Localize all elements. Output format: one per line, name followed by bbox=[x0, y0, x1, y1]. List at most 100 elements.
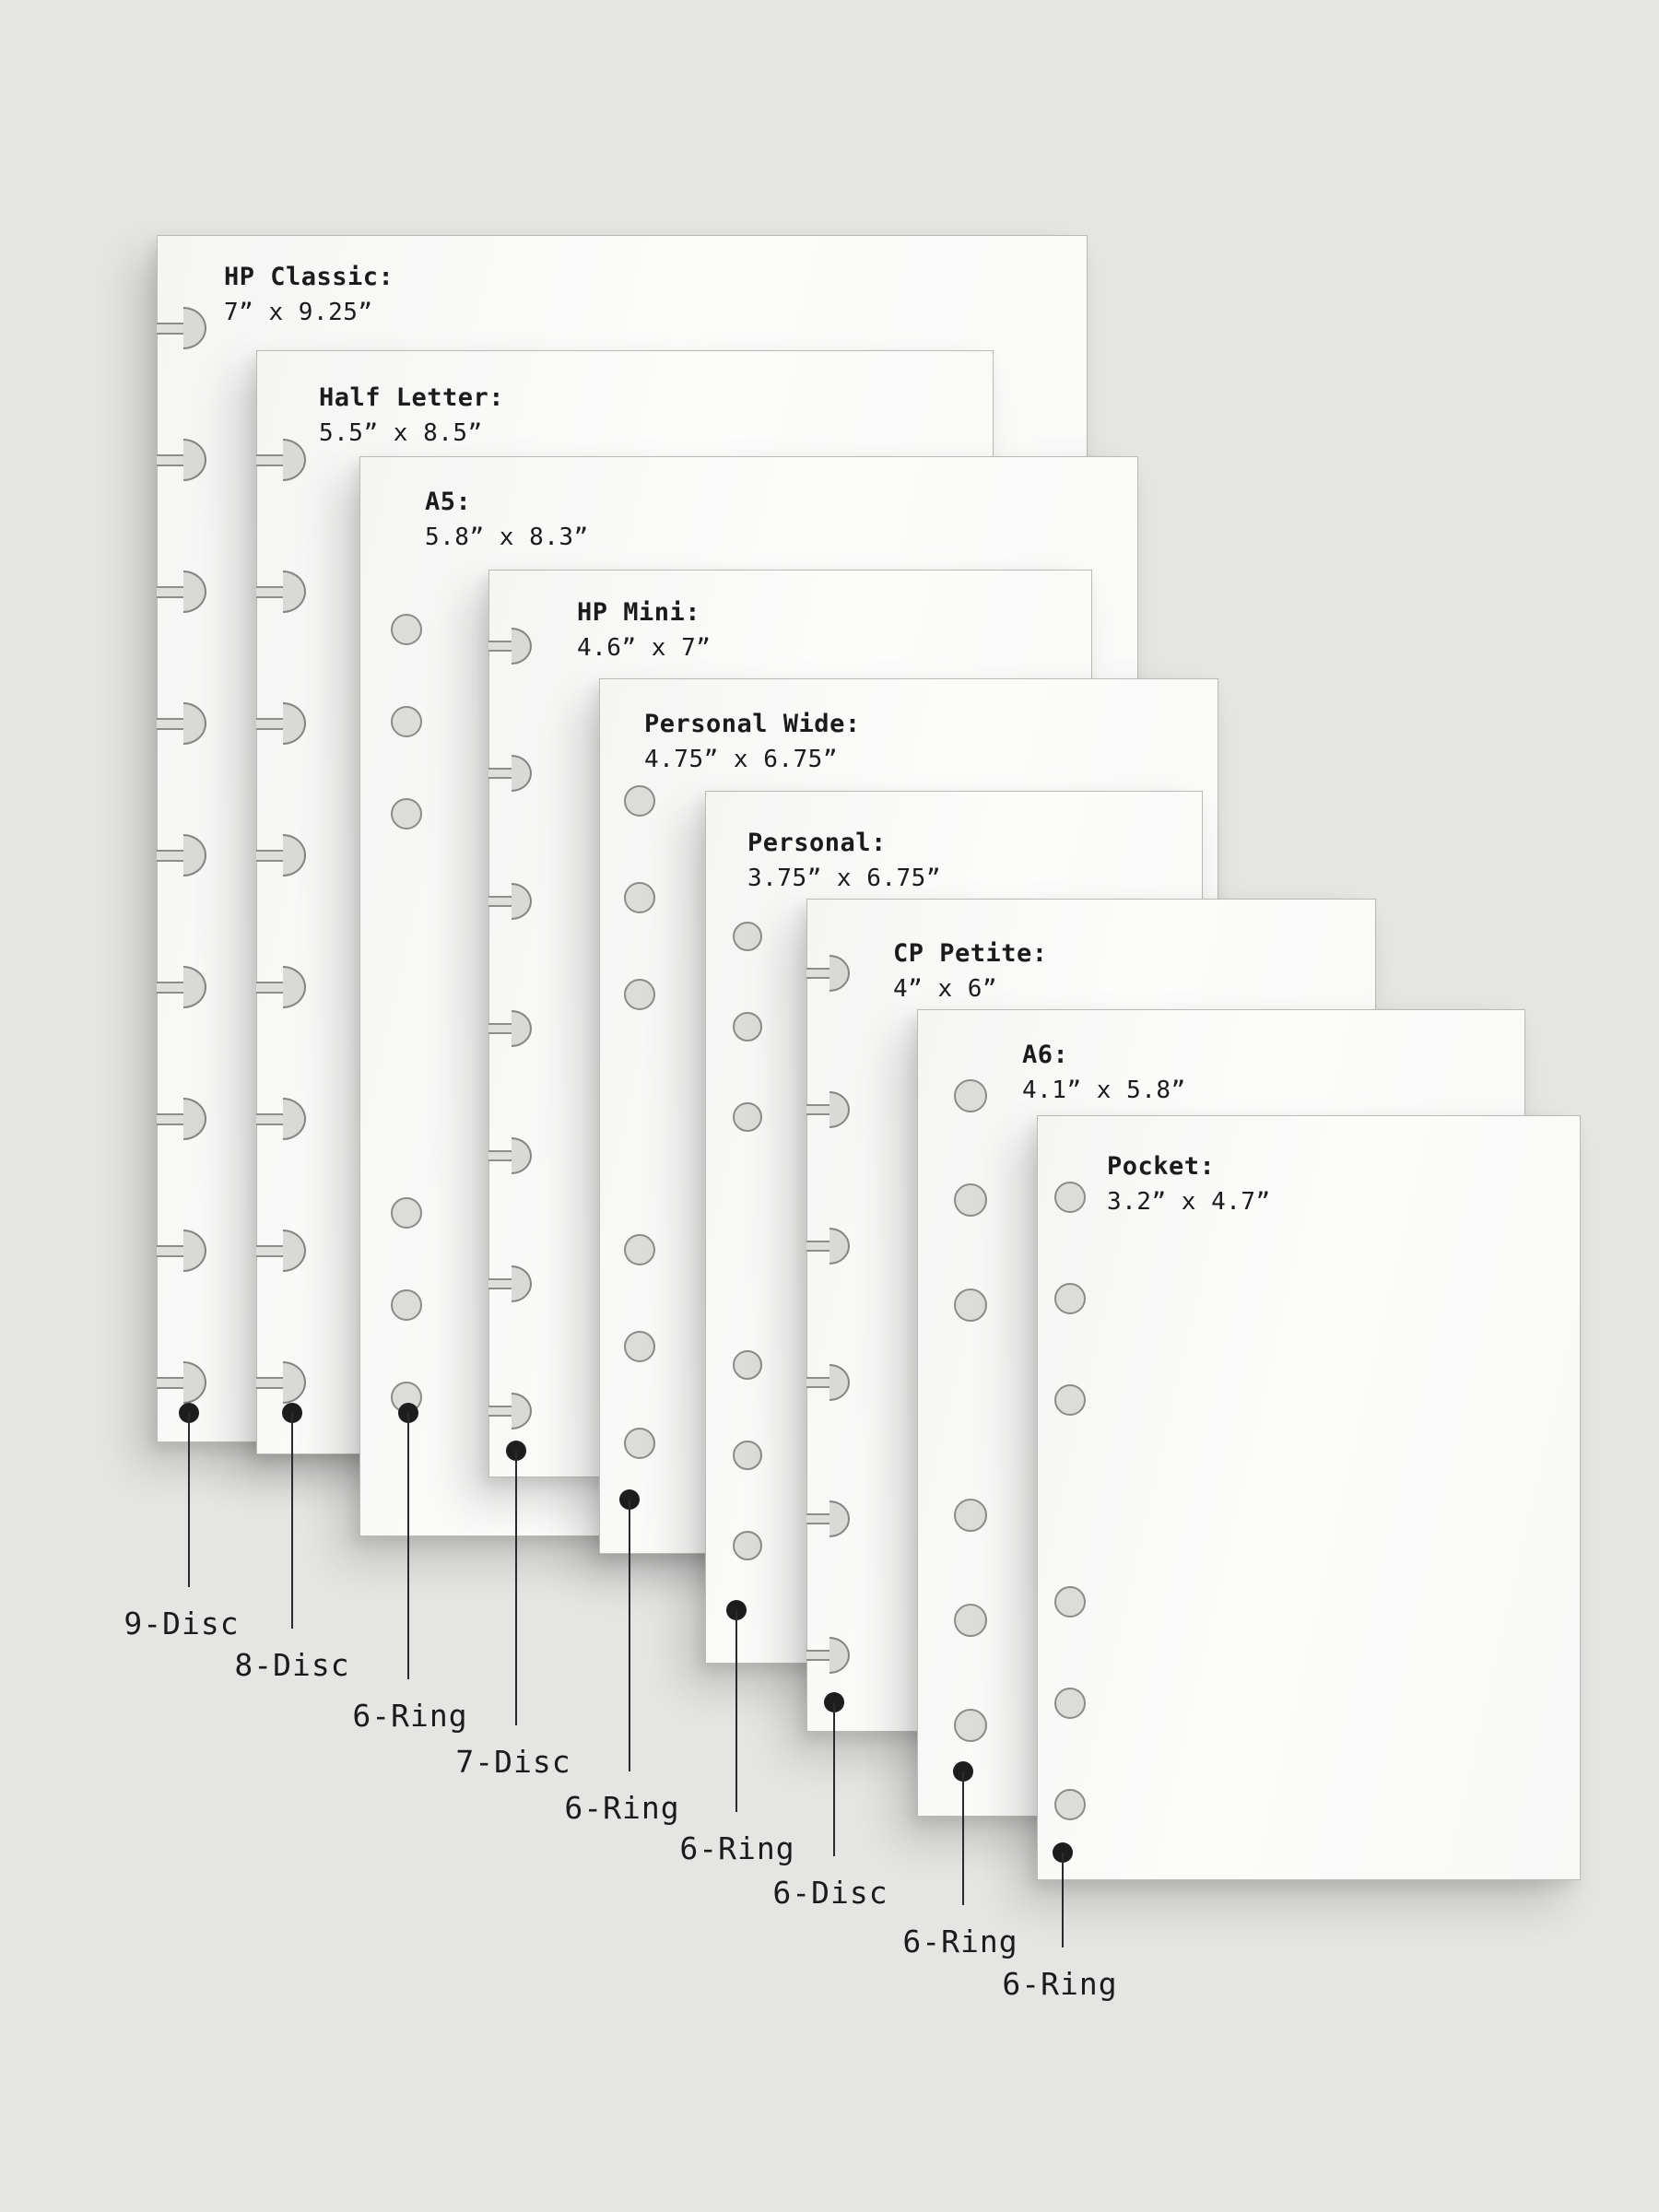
sheet-title: Personal Wide: bbox=[644, 710, 861, 738]
sheet-size: 4.6” x 7” bbox=[577, 634, 712, 662]
ring-hole bbox=[1054, 1384, 1086, 1416]
punch-disc-opening bbox=[183, 966, 206, 1008]
punch-disc-opening bbox=[183, 571, 206, 613]
disc-punch-hole bbox=[157, 571, 206, 613]
ring-hole bbox=[391, 706, 422, 737]
disc-punch-hole bbox=[157, 439, 206, 481]
ring-hole bbox=[391, 614, 422, 645]
sheet-pocket: Pocket: 3.2” x 4.7” bbox=[1037, 1115, 1581, 1880]
punch-disc-opening bbox=[283, 1230, 306, 1272]
disc-punch-hole bbox=[157, 1361, 206, 1404]
sheet-size: 3.75” x 6.75” bbox=[747, 865, 941, 892]
binding-label-pocket: 6-Ring bbox=[1002, 1966, 1118, 2002]
punch-slot bbox=[157, 849, 184, 862]
sheet-size: 7” x 9.25” bbox=[224, 299, 373, 326]
disc-punch-hole bbox=[256, 1230, 306, 1272]
callout-line-a5 bbox=[407, 1413, 409, 1679]
punch-slot bbox=[256, 1112, 284, 1125]
punch-slot bbox=[488, 768, 512, 779]
ring-hole bbox=[624, 979, 655, 1010]
sheet-size: 4.75” x 6.75” bbox=[644, 746, 838, 773]
punch-slot bbox=[488, 1150, 512, 1161]
disc-punch-hole bbox=[256, 1361, 306, 1404]
binding-label-hp-mini: 7-Disc bbox=[455, 1744, 571, 1780]
punch-disc-opening bbox=[512, 1265, 532, 1302]
binding-label-hp-classic: 9-Disc bbox=[124, 1606, 240, 1641]
ring-hole bbox=[954, 1499, 987, 1532]
disc-punch-hole bbox=[488, 1393, 532, 1430]
disc-punch-hole bbox=[488, 1265, 532, 1302]
disc-punch-hole bbox=[157, 834, 206, 877]
binding-label-a6: 6-Ring bbox=[902, 1924, 1018, 1959]
ring-hole bbox=[954, 1709, 987, 1742]
sheet-title: A6: bbox=[1022, 1041, 1069, 1069]
sheet-size: 5.5” x 8.5” bbox=[319, 419, 483, 447]
disc-punch-hole bbox=[806, 1364, 850, 1401]
ring-hole bbox=[391, 798, 422, 830]
sheet-title: Personal: bbox=[747, 829, 887, 857]
punch-disc-opening bbox=[283, 702, 306, 745]
disc-punch-hole bbox=[256, 702, 306, 745]
disc-punch-hole bbox=[488, 1137, 532, 1174]
punch-slot bbox=[157, 1376, 184, 1389]
ring-hole bbox=[391, 1197, 422, 1229]
disc-punch-hole bbox=[806, 1637, 850, 1674]
callout-line-cp-petite bbox=[833, 1702, 835, 1856]
ring-hole bbox=[733, 1012, 762, 1041]
punch-disc-opening bbox=[283, 966, 306, 1008]
sheet-title: Half Letter: bbox=[319, 383, 505, 412]
ring-hole bbox=[954, 1079, 987, 1112]
disc-punch-hole bbox=[806, 1500, 850, 1537]
punch-slot bbox=[256, 1244, 284, 1257]
punch-slot bbox=[488, 1406, 512, 1417]
punch-slot bbox=[256, 585, 284, 598]
callout-line-personal-wide bbox=[629, 1500, 630, 1771]
callout-line-a6 bbox=[962, 1771, 964, 1905]
punch-slot bbox=[256, 981, 284, 994]
punch-slot bbox=[806, 1650, 830, 1661]
sheet-label: Half Letter: 5.5” x 8.5” bbox=[319, 381, 504, 451]
punch-disc-opening bbox=[830, 955, 850, 992]
sheet-label: A6: 4.1” x 5.8” bbox=[1022, 1038, 1186, 1108]
callout-line-personal bbox=[735, 1610, 737, 1812]
sheet-label: Personal: 3.75” x 6.75” bbox=[747, 826, 941, 896]
disc-punch-hole bbox=[488, 1010, 532, 1047]
punch-disc-opening bbox=[283, 834, 306, 877]
sheet-label: Personal Wide: 4.75” x 6.75” bbox=[644, 707, 861, 777]
sheet-label: HP Mini: 4.6” x 7” bbox=[577, 595, 711, 665]
punch-slot bbox=[256, 1376, 284, 1389]
binding-label-a5: 6-Ring bbox=[352, 1698, 468, 1734]
disc-punch-hole bbox=[806, 1228, 850, 1265]
callout-line-half-letter bbox=[291, 1413, 293, 1629]
ring-hole bbox=[624, 1331, 655, 1362]
punch-slot bbox=[157, 1112, 184, 1125]
disc-punch-hole bbox=[488, 883, 532, 920]
punch-slot bbox=[488, 641, 512, 652]
punch-slot bbox=[157, 322, 184, 335]
ring-hole bbox=[624, 785, 655, 817]
punch-disc-opening bbox=[183, 1230, 206, 1272]
ring-hole bbox=[624, 1428, 655, 1459]
ring-hole bbox=[624, 1234, 655, 1265]
ring-hole bbox=[733, 1102, 762, 1132]
sheet-label: HP Classic: 7” x 9.25” bbox=[224, 260, 394, 330]
punch-disc-opening bbox=[512, 755, 532, 792]
ring-hole bbox=[733, 1441, 762, 1470]
sheet-size: 4.1” x 5.8” bbox=[1022, 1077, 1186, 1104]
sheet-label: CP Petite: 4” x 6” bbox=[893, 936, 1048, 1006]
ring-hole bbox=[733, 1531, 762, 1560]
punch-slot bbox=[256, 453, 284, 466]
disc-punch-hole bbox=[157, 966, 206, 1008]
disc-punch-hole bbox=[488, 755, 532, 792]
punch-disc-opening bbox=[183, 702, 206, 745]
sheet-size: 3.2” x 4.7” bbox=[1107, 1188, 1271, 1216]
punch-slot bbox=[157, 717, 184, 730]
ring-hole bbox=[1054, 1789, 1086, 1820]
ring-hole bbox=[1054, 1688, 1086, 1719]
sheet-size: 4” x 6” bbox=[893, 975, 998, 1003]
disc-punch-hole bbox=[157, 1098, 206, 1140]
ring-hole bbox=[1054, 1586, 1086, 1618]
sheet-title: HP Classic: bbox=[224, 263, 394, 291]
punch-disc-opening bbox=[283, 439, 306, 481]
